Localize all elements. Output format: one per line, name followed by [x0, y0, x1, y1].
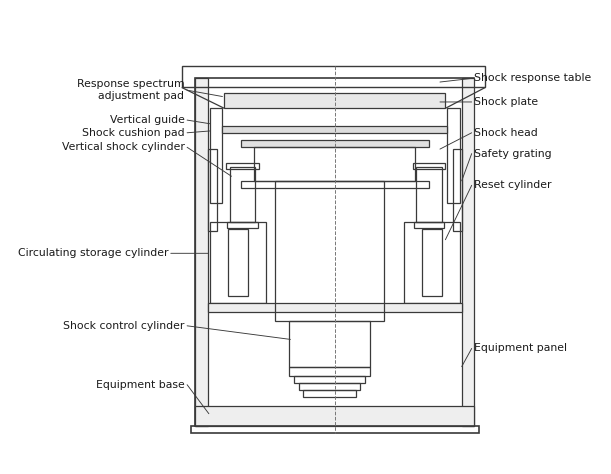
Bar: [208, 149, 217, 231]
Bar: [275, 181, 384, 321]
Text: Response spectrum
adjustment pad: Response spectrum adjustment pad: [77, 79, 185, 101]
Bar: [453, 149, 462, 231]
Bar: [210, 221, 266, 303]
Bar: [241, 140, 429, 147]
Bar: [417, 167, 442, 221]
Bar: [462, 78, 474, 426]
Bar: [303, 390, 356, 397]
Text: Shock plate: Shock plate: [474, 97, 538, 107]
Bar: [254, 147, 415, 181]
Bar: [422, 229, 442, 296]
Text: Shock cushion pad: Shock cushion pad: [82, 128, 185, 138]
Text: Shock response table: Shock response table: [474, 73, 591, 83]
Bar: [228, 229, 248, 296]
Bar: [196, 78, 208, 426]
Bar: [196, 78, 474, 426]
Text: Circulating storage cylinder: Circulating storage cylinder: [18, 248, 168, 258]
Bar: [299, 383, 360, 390]
Bar: [208, 303, 462, 312]
Bar: [288, 321, 370, 366]
Text: Shock head: Shock head: [474, 128, 538, 138]
Text: Shock control cylinder: Shock control cylinder: [63, 321, 185, 331]
Bar: [413, 163, 445, 169]
Bar: [226, 163, 258, 169]
Bar: [288, 366, 370, 376]
Text: Safety grating: Safety grating: [474, 149, 552, 159]
Bar: [230, 167, 255, 221]
Bar: [222, 127, 447, 133]
Bar: [181, 66, 485, 88]
Text: Equipment base: Equipment base: [96, 380, 185, 390]
Text: Vertical shock cylinder: Vertical shock cylinder: [62, 142, 185, 152]
Bar: [191, 426, 479, 433]
Bar: [414, 221, 444, 228]
Bar: [241, 181, 429, 188]
Bar: [227, 221, 258, 228]
Text: Reset cylinder: Reset cylinder: [474, 180, 552, 191]
Bar: [210, 108, 222, 203]
Text: Vertical guide: Vertical guide: [109, 115, 185, 125]
Text: Equipment panel: Equipment panel: [474, 344, 568, 354]
Bar: [447, 108, 460, 203]
Bar: [404, 221, 460, 303]
Bar: [224, 93, 445, 108]
Bar: [196, 406, 474, 426]
Bar: [294, 376, 365, 383]
